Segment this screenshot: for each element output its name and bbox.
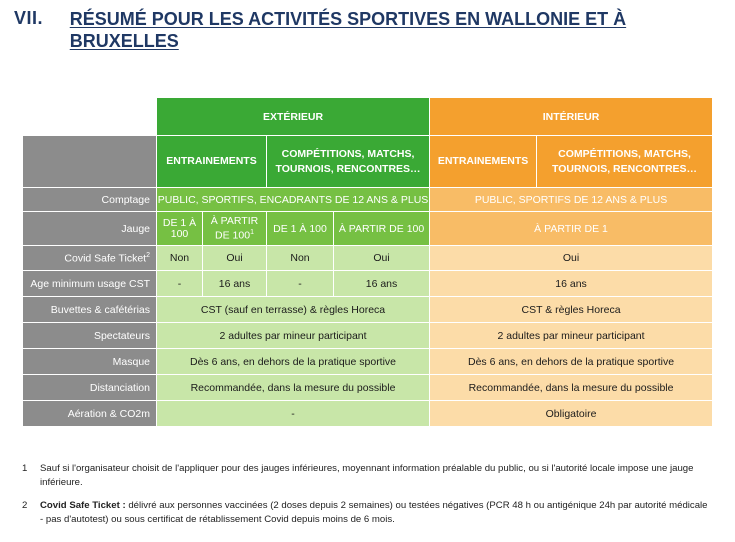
section-number: VII. (14, 8, 44, 28)
row-label-buvettes: Buvettes & cafétérias (22, 296, 157, 323)
footnote-1: 1 Sauf si l'organisateur choisit de l'ap… (22, 462, 712, 490)
buvettes-int: CST & règles Horeca (429, 296, 714, 323)
footnote-2-body: Covid Safe Ticket : délivré aux personne… (40, 499, 712, 527)
cst-int: Oui (429, 245, 714, 271)
cst-ext-a: Non (156, 245, 203, 271)
sports-summary-table: EXTÉRIEUR INTÉRIEUR ENTRAINEMENTS COMPÉT… (22, 97, 714, 427)
jauge-ext-d: À PARTIR DE 100 (332, 211, 431, 246)
header-exterieur: EXTÉRIEUR (155, 97, 431, 136)
age-ext-b: 16 ans (202, 270, 267, 297)
spectateurs-ext: 2 adultes par mineur participant (155, 322, 431, 349)
cst-ext-d: Oui (332, 245, 431, 271)
buvettes-ext: CST (sauf en terrasse) & règles Horeca (155, 296, 431, 323)
footnote-1-text: Sauf si l'organisateur choisit de l'appl… (40, 463, 694, 488)
row-label-spectateurs: Spectateurs (22, 322, 157, 349)
footnote-2-mark: 2 (22, 500, 28, 511)
jauge-ext-c: DE 1 À 100 (266, 211, 334, 246)
section-heading: VII. RÉSUMÉ POUR LES ACTIVITÉS SPORTIVES… (14, 8, 714, 52)
subheader-label-empty (22, 135, 157, 188)
footnote-ref-1: 1 (250, 228, 254, 236)
age-int: 16 ans (429, 270, 714, 297)
jauge-ext-a: DE 1 À 100 (156, 211, 203, 246)
aeration-int: Obligatoire (429, 400, 714, 427)
row-label-distanciation: Distanciation (22, 374, 157, 401)
row-label-jauge: Jauge (22, 211, 157, 246)
cst-ext-c: Non (266, 245, 334, 271)
footnote-2-term: Covid Safe Ticket : (40, 500, 126, 511)
masque-ext: Dès 6 ans, en dehors de la pratique spor… (155, 348, 431, 375)
row-label-aeration: Aération & CO2m (22, 400, 157, 427)
comptage-ext: PUBLIC, SPORTIFS, ENCADRANTS DE 12 ANS &… (155, 187, 431, 212)
row-label-masque: Masque (22, 348, 157, 375)
subheader-entrainements-ext: ENTRAINEMENTS (156, 135, 267, 188)
age-ext-c: - (266, 270, 334, 297)
jauge-ext-b: À PARTIR DE 1001 (202, 211, 267, 246)
distanciation-int: Recommandée, dans la mesure du possible (429, 374, 714, 401)
aeration-ext: - (155, 400, 431, 427)
masque-int: Dès 6 ans, en dehors de la pratique spor… (429, 348, 714, 375)
footnote-1-mark: 1 (22, 463, 28, 474)
header-interieur: INTÉRIEUR (429, 97, 714, 136)
section-title: RÉSUMÉ POUR LES ACTIVITÉS SPORTIVES EN W… (69, 9, 627, 51)
row-label-comptage: Comptage (22, 187, 157, 212)
cst-ext-b: Oui (202, 245, 267, 271)
distanciation-ext: Recommandée, dans la mesure du possible (155, 374, 431, 401)
subheader-competitions-int: COMPÉTITIONS, MATCHS, TOURNOIS, RENCONTR… (536, 135, 714, 188)
table-corner (22, 97, 157, 136)
row-label-cst: Covid Safe Ticket2 (22, 245, 157, 271)
row-label-age: Age minimum usage CST (22, 270, 157, 297)
subheader-entrainements-int: ENTRAINEMENTS (429, 135, 538, 188)
comptage-int: PUBLIC, SPORTIFS DE 12 ANS & PLUS (429, 187, 714, 212)
age-ext-a: - (156, 270, 203, 297)
subheader-competitions-ext: COMPÉTITIONS, MATCHS, TOURNOIS, RENCONTR… (265, 135, 431, 188)
jauge-int: À PARTIR DE 1 (429, 211, 714, 246)
footnote-ref-2: 2 (146, 251, 150, 259)
age-ext-d: 16 ans (332, 270, 431, 297)
row-label-cst-text: Covid Safe Ticket (64, 252, 147, 265)
jauge-ext-b-text: À PARTIR DE 100 (210, 214, 259, 242)
spectateurs-int: 2 adultes par mineur participant (429, 322, 714, 349)
footnote-2-text: délivré aux personnes vaccinées (2 doses… (40, 500, 708, 525)
footnote-2: 2 Covid Safe Ticket : délivré aux person… (22, 499, 712, 527)
